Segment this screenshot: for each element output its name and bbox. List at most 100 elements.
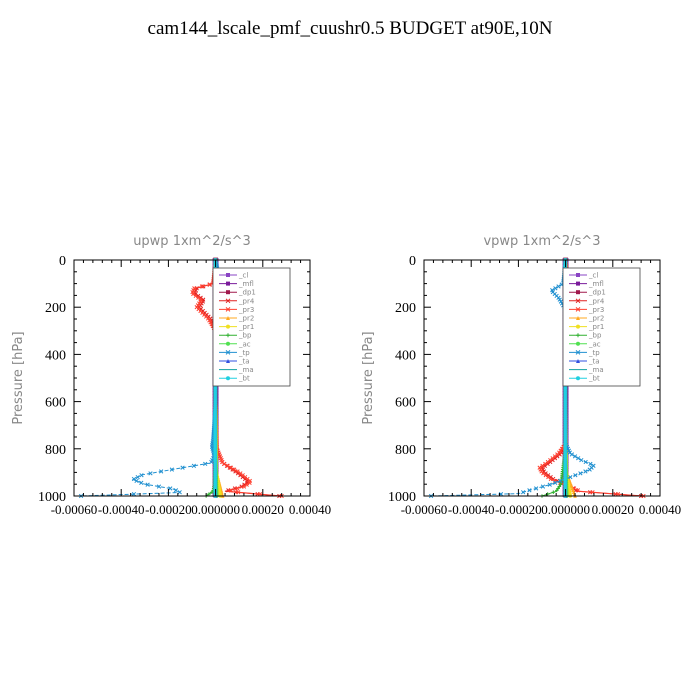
data-point (558, 478, 563, 484)
legend-label: _cl (238, 272, 248, 280)
data-point (199, 284, 205, 289)
data-point (553, 480, 558, 485)
data-point (543, 461, 548, 467)
legend-marker (226, 376, 230, 381)
legend-marker (576, 273, 580, 277)
legend-marker (226, 324, 230, 329)
x-tick-label: 0.00020 (592, 502, 634, 517)
legend-marker (226, 290, 230, 295)
data-point (247, 480, 252, 485)
x-tick-label: -0.00040 (448, 502, 495, 517)
data-point (173, 488, 179, 493)
data-point (572, 454, 578, 459)
x-tick-label: 0.00020 (242, 502, 284, 517)
data-point (135, 474, 140, 480)
legend-label: _bt (238, 375, 250, 383)
legend-label: _ac (588, 340, 601, 348)
legend-label: _mfl (238, 280, 254, 288)
y-axis-label: Pressure [hPa] (361, 331, 376, 424)
data-point (210, 490, 214, 495)
legend-label: _pr1 (238, 323, 254, 331)
legend-label: _cl (588, 272, 598, 280)
x-tick-label: -0.00060 (51, 502, 98, 517)
legend-label: _pr3 (588, 306, 604, 314)
x-tick-label: -0.00060 (401, 502, 448, 517)
data-point (228, 465, 234, 470)
data-point (225, 463, 230, 468)
legend-marker (226, 316, 230, 320)
data-point (568, 474, 573, 480)
data-point (588, 461, 593, 467)
y-tick-label: 400 (45, 348, 66, 363)
data-point (579, 457, 584, 463)
legend-marker (226, 341, 230, 346)
y-tick-label: 800 (395, 443, 416, 458)
legend-marker (575, 307, 581, 312)
legend-label: _pr4 (238, 297, 255, 305)
data-point (573, 473, 578, 478)
legend-marker (225, 307, 231, 312)
data-point (169, 467, 175, 472)
legend: _cl_mfl_dp1_pr4_pr3_pr2_pr1_bp_ac_tp_ta_… (212, 267, 291, 387)
legend-marker (575, 298, 581, 304)
series-markers-tp (78, 257, 237, 499)
data-point (557, 484, 562, 489)
data-point (540, 484, 546, 489)
data-point (131, 491, 137, 497)
data-point (583, 459, 588, 465)
legend-marker (226, 359, 230, 363)
legend-label: _pr2 (588, 315, 604, 323)
data-point (148, 471, 153, 476)
x-tick-label: 0.00040 (639, 502, 681, 517)
legend-label: _dp1 (238, 289, 256, 297)
data-point (180, 465, 185, 470)
legend-marker (226, 333, 230, 338)
legend-marker (576, 290, 580, 295)
data-point (587, 467, 592, 472)
data-point (156, 484, 162, 489)
y-tick-label: 200 (45, 301, 66, 316)
page-title: cam144_lscale_pmf_cuushr0.5 BUDGET at90E… (147, 18, 553, 39)
legend-label: _pr4 (588, 297, 605, 305)
x-tick-label: -0.00040 (98, 502, 145, 517)
data-point (222, 461, 227, 467)
data-point (235, 469, 240, 474)
legend-label: _ma (588, 366, 604, 374)
data-point (241, 484, 247, 489)
legend: _cl_mfl_dp1_pr4_pr3_pr2_pr1_bp_ac_tp_ta_… (562, 267, 641, 387)
data-point (257, 491, 263, 497)
legend-marker (576, 341, 580, 346)
data-point (159, 469, 164, 474)
data-point (540, 463, 545, 468)
legend-label: _tp (238, 349, 250, 357)
data-point (145, 482, 150, 487)
legend-marker (576, 376, 580, 381)
legend-label: _mfl (588, 280, 604, 288)
data-point (545, 459, 551, 465)
y-tick-label: 1000 (38, 490, 66, 505)
data-point (533, 486, 539, 491)
data-point (232, 467, 237, 472)
data-point (615, 491, 621, 497)
legend-label: _dp1 (588, 289, 606, 297)
legend-marker (226, 281, 230, 286)
data-point (553, 286, 558, 291)
data-point (177, 490, 182, 495)
data-point (556, 284, 561, 289)
y-axis-label: Pressure [hPa] (11, 331, 26, 424)
data-point (520, 490, 526, 495)
data-point (569, 452, 575, 457)
data-point (576, 456, 581, 461)
data-point (168, 486, 173, 491)
legend-marker (575, 350, 581, 355)
legend-marker (576, 359, 580, 363)
data-point (134, 478, 139, 484)
legend-marker (226, 273, 230, 277)
data-point (236, 490, 241, 495)
data-point (548, 476, 553, 482)
y-tick-label: 600 (395, 396, 416, 411)
y-tick-label: 200 (395, 301, 416, 316)
